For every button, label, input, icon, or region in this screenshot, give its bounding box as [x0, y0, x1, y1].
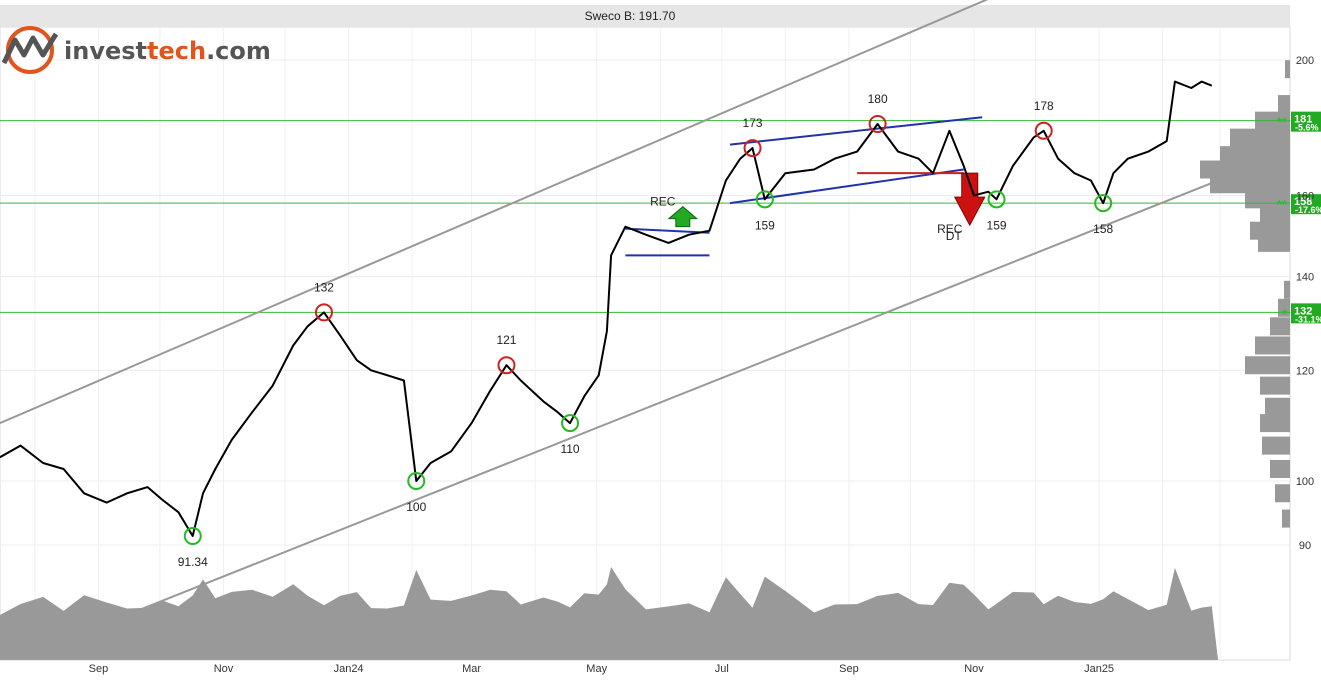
- channel-lower-line: [83, 179, 1219, 633]
- volume-profile-bar: [1285, 60, 1290, 79]
- chart-title: Sweco B: 191.70: [585, 9, 676, 23]
- volume-profile-bar: [1260, 414, 1290, 433]
- x-axis: Sep Nov Jan24 Mar May Jul Sep Nov Jan25: [89, 663, 1114, 675]
- x-tick-label: Nov: [214, 663, 234, 675]
- trend-channel: [0, 0, 1219, 633]
- support-resistance-lines: ** 181-5.6%** 158-17.6%* 132-31.1%: [0, 111, 1321, 324]
- top-marker: [497, 356, 516, 375]
- volume-profile-bar: [1255, 336, 1290, 355]
- pattern-label-rec: REC: [937, 222, 963, 236]
- top-marker: [314, 303, 333, 322]
- buy-signal-arrow: [667, 206, 699, 228]
- y-tick-label: 160: [1296, 191, 1314, 203]
- turning-point-label: 91.34: [178, 555, 208, 569]
- level-tag: [1291, 303, 1321, 324]
- level-percent: -31.1%: [1295, 314, 1321, 324]
- top-marker: [868, 114, 887, 133]
- volume-shape: [0, 567, 1218, 660]
- turning-point-label: 159: [755, 218, 775, 232]
- y-tick-label: 90: [1299, 540, 1311, 552]
- bottom-marker: [407, 472, 426, 490]
- turning-point-label: 121: [496, 333, 516, 347]
- turning-point-label: 159: [987, 218, 1007, 232]
- wedge-top-line: [729, 116, 983, 146]
- y-tick-label: 100: [1296, 476, 1314, 488]
- turning-points: 91.34 132 100 121 110 173 159 180 159 178 158: [178, 92, 1114, 569]
- volume-profile-bar: [1200, 160, 1290, 179]
- level-value: 132: [1294, 305, 1312, 317]
- volume-profile-bar: [1260, 205, 1290, 224]
- volume-profile-bar: [1210, 175, 1290, 194]
- x-tick-label: May: [586, 663, 607, 675]
- plot-background: [0, 26, 1291, 661]
- level-value: 158: [1294, 196, 1312, 208]
- volume-profile-bar: [1278, 95, 1290, 114]
- volume-profile-bar: [1275, 484, 1290, 503]
- turning-point-label: 100: [406, 500, 426, 514]
- volume-area: [0, 567, 1218, 660]
- pattern-label-dt: DT: [946, 229, 963, 243]
- level-stars: **: [1277, 115, 1288, 130]
- rectangle-top-line: [625, 227, 710, 234]
- investtech-logo: investtech.com: [1, 26, 271, 74]
- turning-point-label: 110: [560, 442, 579, 456]
- level-stars: **: [1277, 197, 1288, 212]
- volume-profile-bar: [1270, 317, 1290, 336]
- x-tick-label: Jan24: [334, 663, 364, 675]
- sell-signal-arrow: [953, 172, 986, 227]
- volume-profile-bar: [1284, 280, 1290, 299]
- wedge-bottom-line: [729, 168, 964, 205]
- y-tick-label: 120: [1296, 365, 1314, 377]
- x-tick-label: Sep: [89, 663, 109, 675]
- x-tick-label: Nov: [964, 663, 984, 675]
- top-marker: [1034, 121, 1053, 140]
- volume-profile-bar: [1258, 233, 1290, 252]
- logo-text: investtech.com: [64, 37, 271, 65]
- volume-profile: [1200, 60, 1290, 528]
- level-percent: -17.6%: [1295, 205, 1321, 215]
- level-tag: [1291, 194, 1321, 215]
- volume-profile-bar: [1230, 128, 1290, 147]
- pattern-label-rec: REC: [650, 195, 676, 209]
- bottom-marker: [755, 190, 774, 209]
- level-percent: -5.6%: [1295, 123, 1319, 133]
- price-series: [0, 80, 1213, 537]
- bottom-marker: [183, 527, 202, 546]
- y-tick-label: 140: [1296, 272, 1314, 284]
- volume-profile-bar: [1282, 509, 1290, 528]
- channel-upper-line: [0, 0, 989, 425]
- turning-point-label: 180: [868, 92, 888, 106]
- volume-profile-bar: [1265, 397, 1290, 416]
- volume-profile-bar: [1262, 436, 1290, 455]
- bottom-marker: [1094, 194, 1113, 213]
- y-tick-label: 200: [1296, 55, 1314, 67]
- volume-profile-bar: [1220, 146, 1290, 165]
- price-line: [0, 80, 1213, 537]
- top-marker: [743, 139, 762, 158]
- x-tick-label: Sep: [839, 663, 859, 675]
- x-tick-label: Mar: [462, 663, 481, 675]
- volume-profile-bar: [1270, 459, 1290, 478]
- level-stars: *: [1282, 306, 1288, 321]
- turning-point-label: 158: [1093, 222, 1113, 236]
- grid: [0, 27, 1290, 660]
- volume-profile-bar: [1260, 376, 1290, 395]
- x-tick-label: Jan25: [1084, 663, 1114, 675]
- volume-profile-bar: [1245, 190, 1290, 209]
- turning-point-label: 132: [314, 280, 334, 294]
- turning-point-label: 173: [743, 116, 763, 130]
- volume-profile-bar: [1245, 356, 1290, 375]
- bottom-marker: [561, 414, 580, 433]
- x-tick-label: Jul: [715, 663, 729, 675]
- bottom-marker: [987, 190, 1006, 209]
- level-tag: [1291, 111, 1321, 132]
- y-axis: 90 100 120 140 160 200: [1296, 55, 1314, 552]
- level-value: 181: [1294, 114, 1312, 126]
- title-bar: [0, 5, 1290, 27]
- logo-chart-icon: [1, 32, 59, 65]
- turning-point-label: 178: [1034, 99, 1054, 113]
